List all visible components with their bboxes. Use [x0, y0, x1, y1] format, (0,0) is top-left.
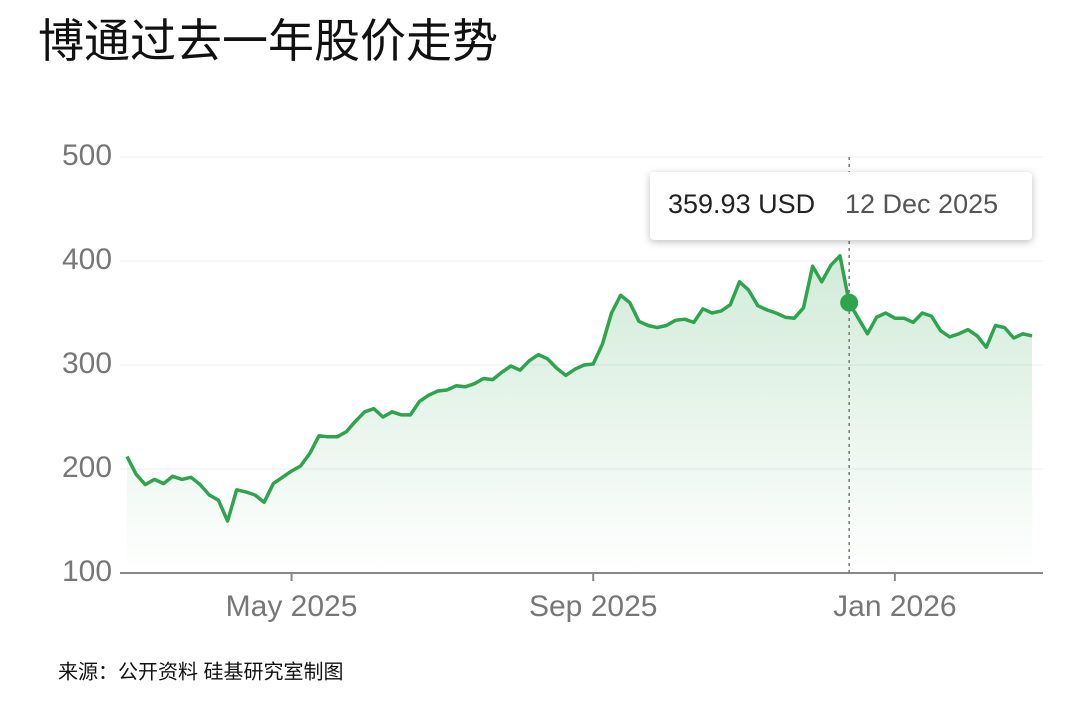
x-tick-label: Jan 2026: [833, 590, 956, 623]
tooltip-date: 12 Dec 2025: [845, 189, 998, 219]
y-tick-label: 300: [62, 347, 112, 380]
x-tick-label: May 2025: [226, 590, 358, 623]
y-tick-label: 200: [62, 451, 112, 484]
chart-title: 博通过去一年股价走势: [38, 15, 498, 67]
source-note: 来源：公开资料 硅基研究室制图: [58, 660, 344, 683]
y-tick-label: 100: [62, 555, 112, 588]
tooltip-value: 359.93 USD: [668, 189, 815, 219]
y-tick-label: 400: [62, 243, 112, 276]
point: [840, 293, 859, 312]
tooltip: 359.93 USD 12 Dec 2025: [650, 172, 1032, 240]
line: [125, 254, 1033, 523]
area: [127, 255, 1032, 574]
x-tick-label: Sep 2025: [529, 590, 657, 623]
tooltip-box: [650, 172, 1032, 240]
y-tick-label: 500: [62, 139, 112, 172]
